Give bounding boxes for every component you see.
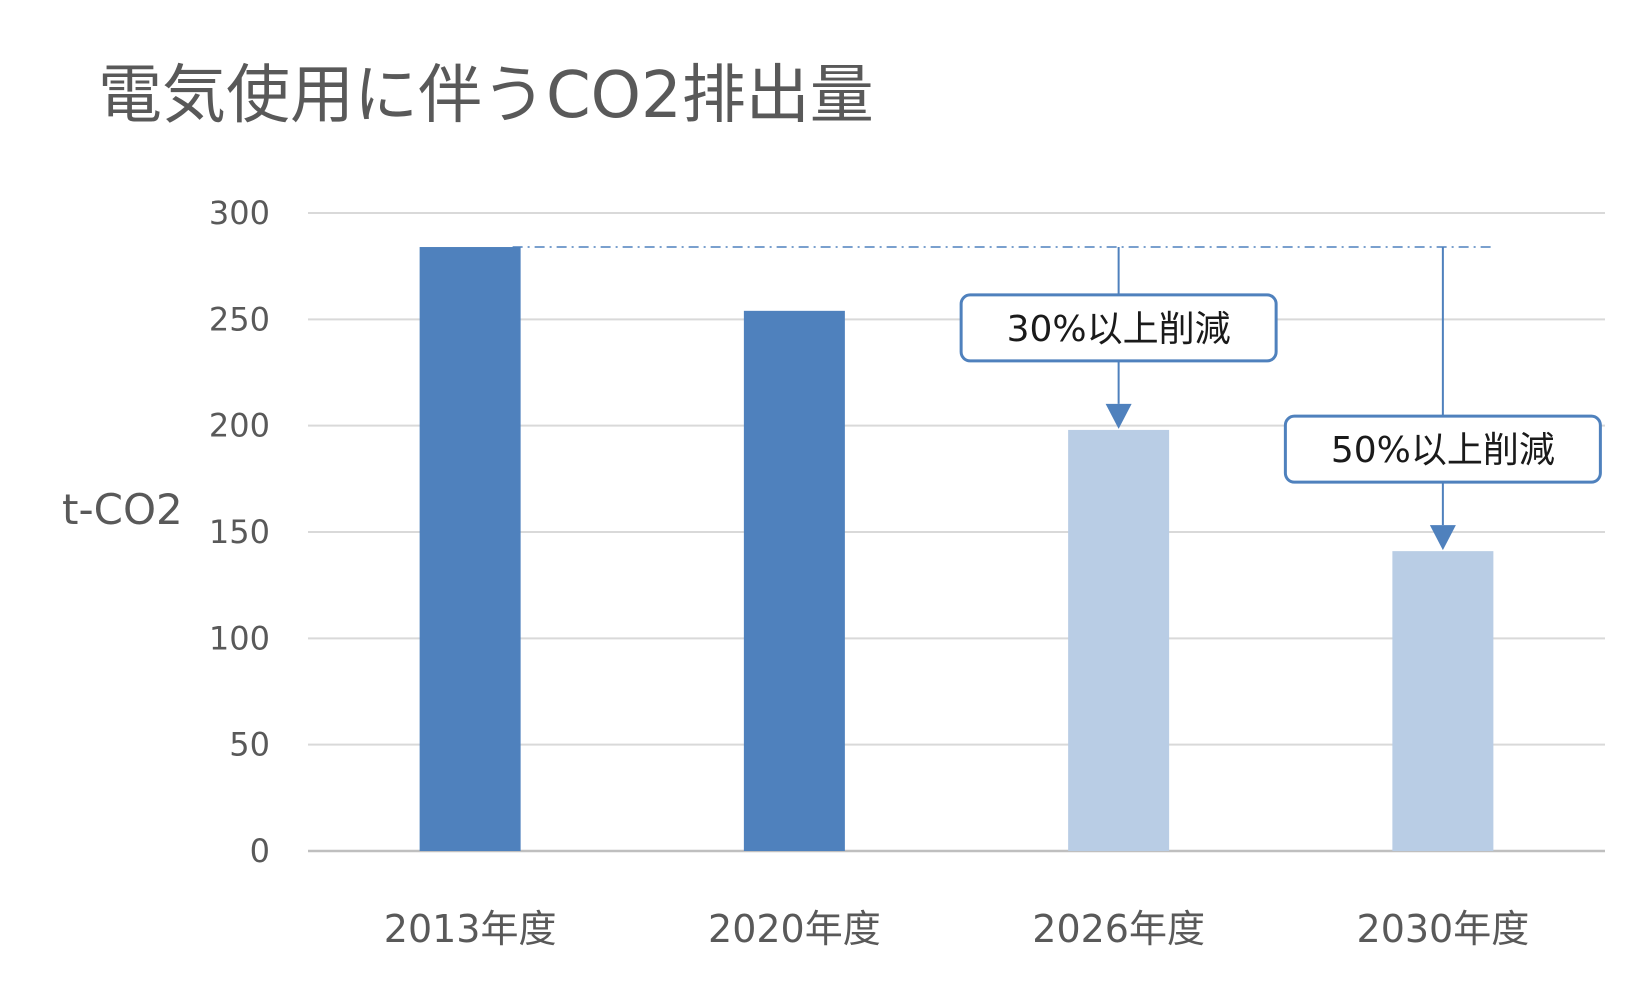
y-tick-label: 0 bbox=[250, 832, 270, 870]
y-tick-label: 300 bbox=[209, 194, 270, 232]
y-tick-label: 100 bbox=[209, 619, 270, 657]
y-tick-label: 250 bbox=[209, 300, 270, 338]
bar-2026年度 bbox=[1068, 429, 1170, 851]
callout-box bbox=[1283, 414, 1602, 484]
callout-label: 50%以上削減 bbox=[1331, 430, 1555, 471]
bar-2013年度 bbox=[419, 247, 521, 851]
gridlines bbox=[308, 212, 1605, 853]
callout-box bbox=[959, 293, 1278, 363]
bar-2030年度 bbox=[1392, 551, 1494, 851]
y-tick-label: 200 bbox=[209, 407, 270, 445]
y-tick-labels: 0 50 100 150 200 250 300 bbox=[209, 194, 270, 870]
chart-title: 電気使用に伴うCO2排出量 bbox=[98, 59, 874, 133]
x-tick-label: 2020年度 bbox=[708, 907, 881, 951]
y-axis-label: t-CO2 bbox=[62, 485, 183, 534]
y-tick-label: 150 bbox=[209, 513, 270, 551]
x-tick-labels: 2013年度 2020年度 2026年度 2030年度 bbox=[384, 907, 1529, 951]
x-tick-label: 2026年度 bbox=[1032, 907, 1205, 951]
y-tick-label: 50 bbox=[229, 726, 270, 764]
x-tick-label: 2030年度 bbox=[1357, 907, 1530, 951]
annotations: 30%以上削減 50%以上削減 bbox=[959, 247, 1602, 551]
bar-2020年度 bbox=[743, 310, 845, 851]
x-tick-label: 2013年度 bbox=[384, 907, 557, 951]
callout-label: 30%以上削減 bbox=[1007, 309, 1231, 350]
bars bbox=[419, 247, 1494, 851]
arrow-head-icon bbox=[1429, 525, 1456, 551]
arrow-head-icon bbox=[1105, 403, 1132, 429]
